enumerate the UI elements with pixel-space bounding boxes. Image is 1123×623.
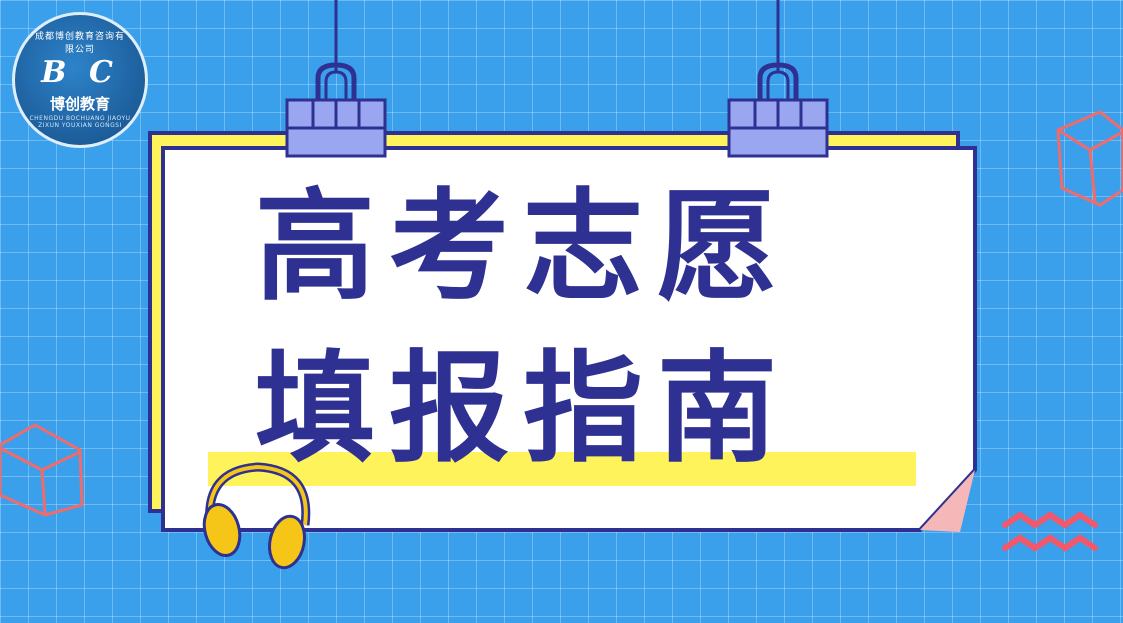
logo-chinese-name: 博创教育 bbox=[49, 95, 110, 113]
binder-clip-left bbox=[285, 0, 387, 158]
binder-clip-right bbox=[727, 0, 829, 158]
page-curl bbox=[920, 470, 975, 532]
title-line-1: 高考志愿 bbox=[255, 178, 791, 317]
logo-brand-letters: B C bbox=[41, 55, 119, 90]
logo-english-text: CHENGDU BOCHUANG JIAOYU ZIXUN YOUXIAN GO… bbox=[29, 115, 131, 129]
headphones bbox=[202, 462, 311, 570]
cube-top-right bbox=[1056, 110, 1123, 207]
wave-lines bbox=[1002, 511, 1098, 552]
yellow-highlight-bar bbox=[208, 452, 916, 486]
logo-arc-text: 成都博创教育咨询有限公司 bbox=[35, 32, 126, 55]
cube-left bbox=[0, 423, 84, 517]
title-line-2: 填报指南 bbox=[255, 340, 791, 479]
company-logo: 成都博创教育咨询有限公司 B C 博创教育 CHENGDU BOCHUANG J… bbox=[12, 12, 148, 148]
